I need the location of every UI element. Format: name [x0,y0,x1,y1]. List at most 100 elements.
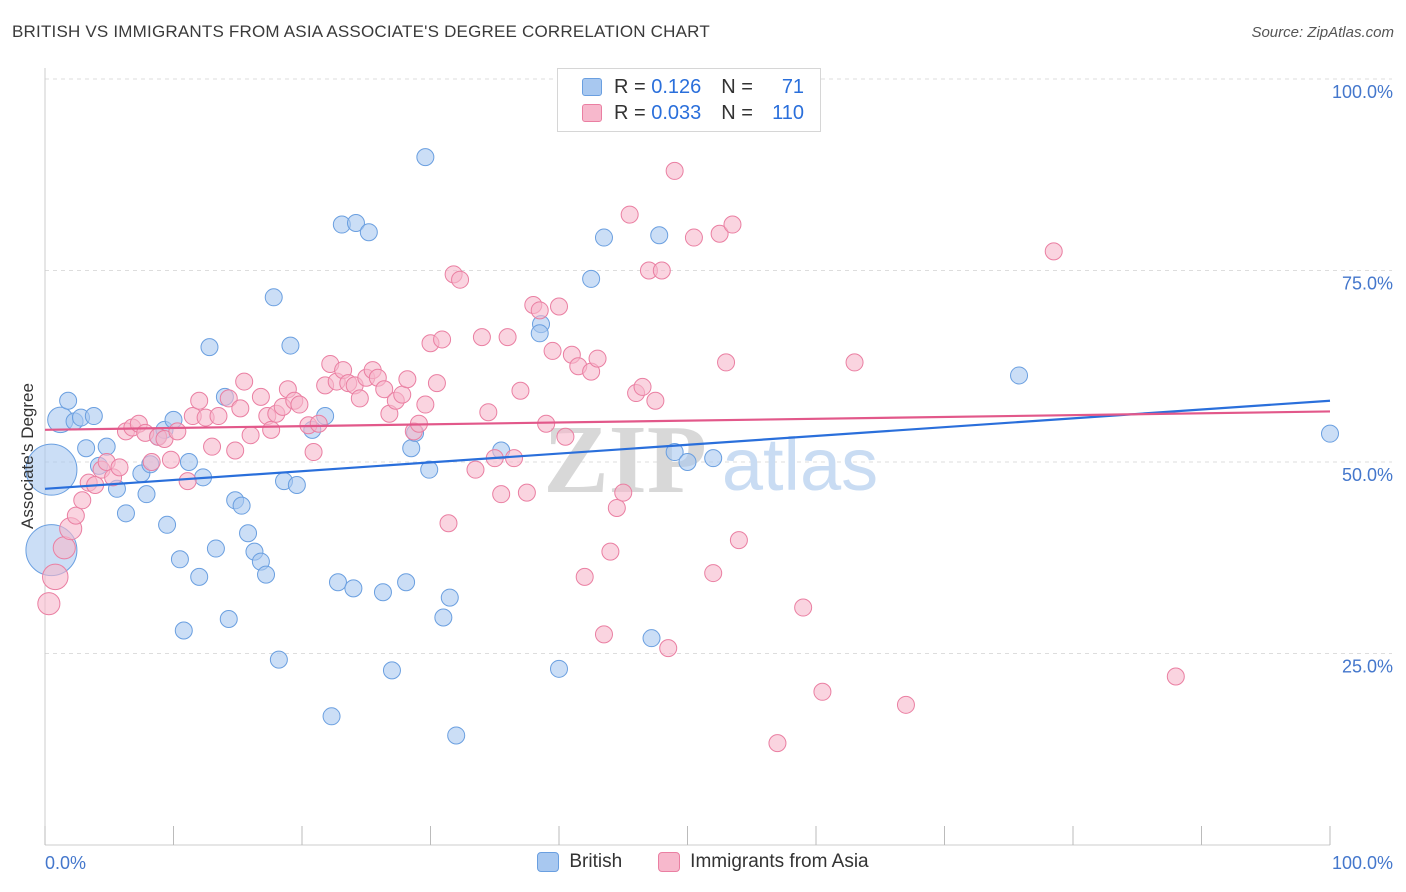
asia-point [498,328,517,347]
y-tick-label: 75.0% [1342,274,1393,294]
asia-point [226,441,245,460]
asia-point [768,734,787,753]
asia-point [290,395,309,414]
asia-point [530,301,549,320]
british-point [190,567,209,586]
british-point [206,539,225,558]
british-point [158,515,177,534]
asia-point [659,639,678,658]
asia-point [845,353,864,372]
asia-point [646,391,665,410]
british-r-label: R = [614,75,646,98]
asia-point [427,374,446,393]
british-point [434,608,453,627]
asia-point [190,391,209,410]
british-point [704,449,723,468]
y-tick-label: 100.0% [1332,82,1393,102]
axes-layer: 25.0% 50.0% 75.0% 100.0% 0.0% 100.0% [44,68,1393,873]
asia-point [241,426,260,445]
asia-point [601,542,620,561]
british-point [642,629,661,648]
legend-item-asia[interactable]: Immigrants from Asia [658,851,869,873]
asia-n-value: 110 [772,101,805,124]
asia-trend-line [44,410,1331,431]
y-tick-label: 50.0% [1342,465,1393,485]
asia-r-label: R = [614,101,646,124]
asia-point [1044,242,1063,261]
asia-point [309,414,328,433]
asia-point [433,330,452,349]
british-point [678,453,697,471]
legend-item-british[interactable]: British [537,851,622,873]
asia-point [492,485,511,504]
asia-point [235,372,254,391]
stats-legend: R = 0.126 N = 71 R = 0.033 N = 110 [557,68,821,132]
british-point [264,288,283,307]
asia-point [231,399,250,418]
asia-point [42,563,69,591]
british-point [402,439,421,458]
british-point [416,148,435,167]
asia-point [794,598,813,617]
watermark-atlas: atlas [722,423,878,506]
asia-point [73,491,92,510]
british-point [530,324,549,343]
legend-row-asia: R = 0.033 N = 110 [582,101,804,125]
asia-legend-label: Immigrants from Asia [690,851,869,872]
asia-point [543,341,562,360]
british-point [174,621,193,640]
asia-swatch [582,104,602,122]
asia-point [393,385,412,404]
asia-point [479,403,498,422]
british-point [137,485,156,504]
asia-point [684,228,703,247]
asia-point [633,377,652,396]
trend-lines [44,399,1331,490]
british-swatch [582,78,602,96]
british-point [1321,424,1339,443]
asia-point [588,349,607,368]
asia-point [505,449,524,468]
british-point [84,407,103,426]
asia-point [304,443,323,462]
asia-point [652,261,671,280]
asia-point [466,460,485,479]
asia-point [710,224,729,243]
british-point [200,338,219,357]
asia-n-label: N = [721,101,753,124]
asia-point [729,531,748,550]
asia-point [620,205,639,224]
british-point [59,391,78,410]
british-point [257,565,276,584]
asia-point [209,407,228,426]
british-point [373,583,392,602]
asia-point [375,380,394,399]
x-tick-label: 0.0% [45,853,86,873]
british-point [77,439,96,458]
x-tick-label: 100.0% [1332,853,1393,873]
british-point [170,550,189,569]
asia-point [66,506,85,525]
asia-point [575,567,594,586]
asia-point [550,297,568,316]
asia-point [451,270,470,289]
asia-point [203,437,222,456]
source-label: Source: ZipAtlas.com [1251,24,1394,41]
british-point [665,443,684,462]
asia-point [110,458,129,477]
british-point [179,453,198,471]
asia-point [178,472,197,491]
asia-point [1166,667,1185,686]
british-point [582,269,601,288]
asia-point [350,389,369,408]
asia-point [717,353,736,372]
asia-point [161,450,180,469]
british-legend-swatch [537,852,560,872]
british-point [550,659,568,678]
british-point [281,336,300,355]
british-n-label: N = [721,75,753,98]
asia-point [472,328,491,347]
british-point [232,496,251,515]
british-point [1010,366,1029,385]
british-point [269,650,288,669]
